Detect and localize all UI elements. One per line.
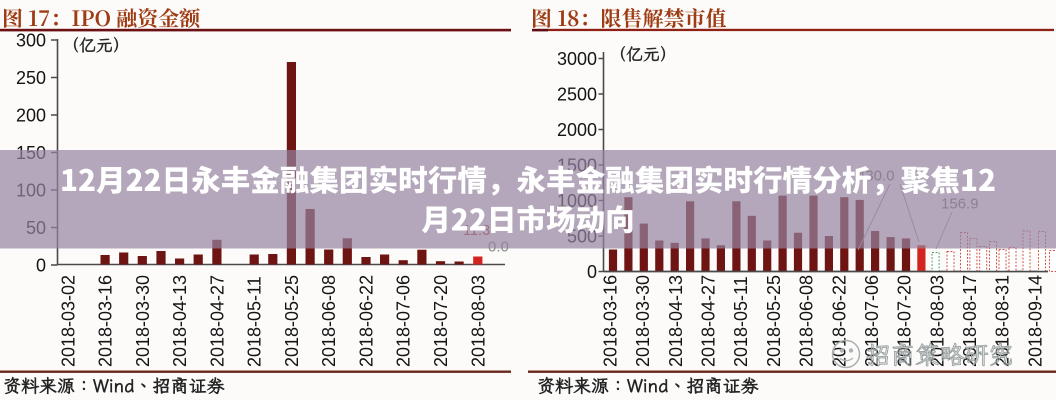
svg-text:2018-03-30: 2018-03-30	[633, 275, 653, 367]
svg-text:2018-04-27: 2018-04-27	[699, 275, 719, 367]
svg-text:0: 0	[587, 262, 597, 282]
svg-text:2018-06-08: 2018-06-08	[319, 275, 339, 367]
svg-text:2018-04-13: 2018-04-13	[170, 275, 190, 367]
svg-text:2018-05-11: 2018-05-11	[731, 276, 751, 367]
svg-text:2018-08-03: 2018-08-03	[927, 275, 947, 367]
svg-text:2018-03-16: 2018-03-16	[601, 275, 621, 367]
svg-text:2018-07-06: 2018-07-06	[862, 275, 882, 367]
svg-text:2018-06-22: 2018-06-22	[357, 275, 377, 367]
svg-text:2018-06-08: 2018-06-08	[797, 275, 817, 367]
svg-text:2018-04-13: 2018-04-13	[666, 275, 686, 367]
svg-text:2018-07-20: 2018-07-20	[431, 275, 451, 367]
svg-text:2018-09-14: 2018-09-14	[1025, 275, 1045, 367]
svg-text:2018-04-27: 2018-04-27	[207, 275, 227, 367]
svg-text:2018-05-11: 2018-05-11	[245, 276, 265, 367]
svg-text:2018-08-31: 2018-08-31	[993, 275, 1013, 367]
svg-text:2018-03-30: 2018-03-30	[133, 275, 153, 367]
svg-text:2018-05-25: 2018-05-25	[282, 275, 302, 367]
svg-text:2500: 2500	[557, 85, 597, 105]
svg-text:2018-03-02: 2018-03-02	[58, 275, 78, 367]
svg-text:2018-07-06: 2018-07-06	[394, 275, 414, 367]
svg-text:2000: 2000	[557, 120, 597, 140]
svg-text:200: 200	[16, 106, 46, 126]
svg-text:2018-08-03: 2018-08-03	[468, 275, 488, 367]
svg-text:250: 250	[16, 68, 46, 88]
svg-text:2018-05-25: 2018-05-25	[764, 275, 784, 367]
svg-text:0: 0	[36, 256, 46, 276]
svg-text:2018-03-16: 2018-03-16	[96, 275, 116, 367]
svg-text:2018-06-22: 2018-06-22	[829, 275, 849, 367]
svg-text:300: 300	[16, 31, 46, 51]
svg-text:3000: 3000	[557, 49, 597, 69]
svg-text:2018-08-17: 2018-08-17	[960, 275, 980, 367]
